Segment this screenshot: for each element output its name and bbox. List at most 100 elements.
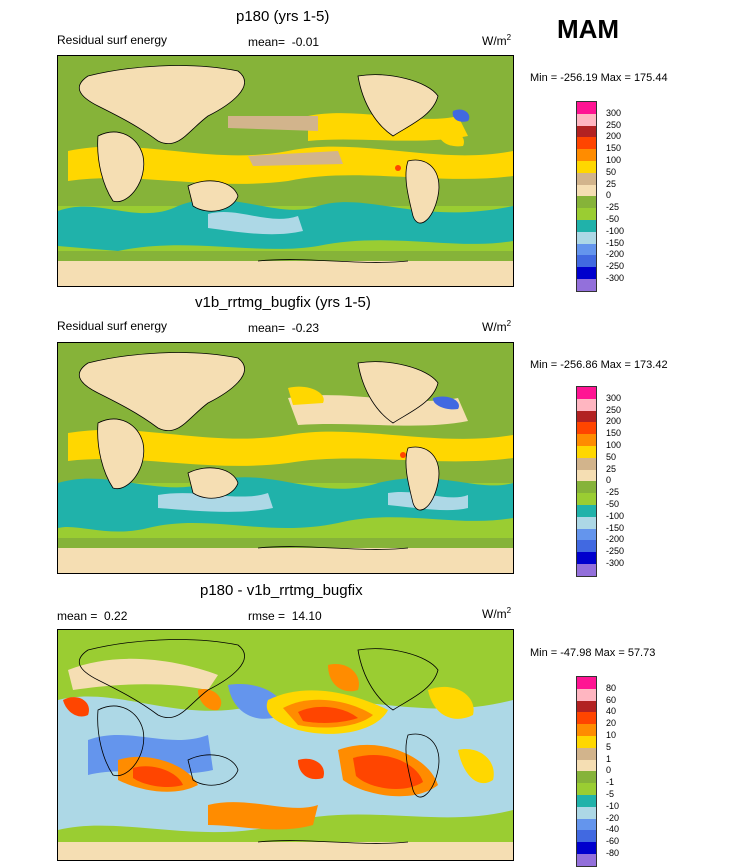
colorbar-tick-label: 0: [606, 190, 611, 200]
panel-3-map: [57, 629, 514, 861]
colorbar-swatch: [577, 748, 596, 760]
panel-1-title: p180 (yrs 1-5): [236, 8, 329, 25]
panel-3-min-max: Min = -47.98 Max = 57.73: [530, 647, 655, 659]
colorbar-tick-label: -25: [606, 487, 619, 497]
colorbar-swatch: [577, 783, 596, 795]
colorbar-swatch: [577, 830, 596, 842]
colorbar-swatch: [577, 842, 596, 854]
colorbar-swatch: [577, 255, 596, 267]
colorbar-tick-label: -250: [606, 546, 624, 556]
colorbar-tick-label: 40: [606, 706, 616, 716]
panel-3-colorbar: [576, 676, 597, 867]
colorbar-tick-label: 80: [606, 683, 616, 693]
panel-1-min-max: Min = -256.19 Max = 175.44: [530, 72, 668, 84]
colorbar-tick-label: -300: [606, 558, 624, 568]
panel-1-map: [57, 55, 514, 287]
colorbar-tick-label: -100: [606, 226, 624, 236]
colorbar-swatch: [577, 173, 596, 185]
panel-3-mean: mean = 0.22: [57, 609, 127, 623]
colorbar-tick-label: -200: [606, 534, 624, 544]
colorbar-tick-label: 5: [606, 742, 611, 752]
colorbar-tick-label: -150: [606, 238, 624, 248]
colorbar-tick-label: 150: [606, 428, 621, 438]
colorbar-tick-label: -1: [606, 777, 614, 787]
colorbar-tick-label: 150: [606, 143, 621, 153]
colorbar-swatch: [577, 854, 596, 866]
colorbar-swatch: [577, 411, 596, 423]
colorbar-tick-label: 1: [606, 754, 611, 764]
colorbar-swatch: [577, 564, 596, 576]
colorbar-swatch: [577, 689, 596, 701]
colorbar-swatch: [577, 208, 596, 220]
colorbar-swatch: [577, 279, 596, 291]
colorbar-swatch: [577, 795, 596, 807]
colorbar-tick-label: -200: [606, 249, 624, 259]
panel-2-title: v1b_rrtmg_bugfix (yrs 1-5): [195, 294, 371, 311]
panel-1-mean: mean= -0.01: [248, 35, 319, 49]
colorbar-tick-label: 250: [606, 120, 621, 130]
colorbar-tick-label: -300: [606, 273, 624, 283]
panel-3-map-field: [58, 630, 513, 860]
panel-1-unit: W/m2: [482, 33, 511, 48]
colorbar-tick-label: 300: [606, 108, 621, 118]
colorbar-swatch: [577, 102, 596, 114]
colorbar-swatch: [577, 185, 596, 197]
panel-2-colorbar: [576, 386, 597, 577]
colorbar-swatch: [577, 267, 596, 279]
panel-2-mean: mean= -0.23: [248, 321, 319, 335]
colorbar-tick-label: 200: [606, 416, 621, 426]
panel-1-map-field: [58, 56, 513, 286]
colorbar-swatch: [577, 161, 596, 173]
panel-3-unit: W/m2: [482, 606, 511, 621]
colorbar-swatch: [577, 399, 596, 411]
colorbar-swatch: [577, 529, 596, 541]
colorbar-swatch: [577, 470, 596, 482]
colorbar-tick-label: -80: [606, 848, 619, 858]
colorbar-swatch: [577, 434, 596, 446]
colorbar-swatch: [577, 712, 596, 724]
colorbar-swatch: [577, 481, 596, 493]
panel-2-unit: W/m2: [482, 319, 511, 334]
panel-2-map-field: [58, 343, 513, 573]
colorbar-tick-label: -150: [606, 523, 624, 533]
colorbar-tick-label: 200: [606, 131, 621, 141]
colorbar-swatch: [577, 724, 596, 736]
colorbar-swatch: [577, 819, 596, 831]
colorbar-swatch: [577, 701, 596, 713]
colorbar-tick-label: 10: [606, 730, 616, 740]
colorbar-tick-label: 50: [606, 452, 616, 462]
panel-1-variable: Residual surf energy: [57, 33, 167, 47]
panel-2-map: [57, 342, 514, 574]
colorbar-swatch: [577, 736, 596, 748]
colorbar-tick-label: 300: [606, 393, 621, 403]
colorbar-swatch: [577, 446, 596, 458]
colorbar-tick-label: -50: [606, 499, 619, 509]
colorbar-swatch: [577, 552, 596, 564]
colorbar-swatch: [577, 677, 596, 689]
colorbar-swatch: [577, 137, 596, 149]
colorbar-swatch: [577, 149, 596, 161]
colorbar-swatch: [577, 505, 596, 517]
colorbar-swatch: [577, 458, 596, 470]
colorbar-swatch: [577, 807, 596, 819]
colorbar-tick-label: -100: [606, 511, 624, 521]
colorbar-tick-label: 0: [606, 475, 611, 485]
colorbar-tick-label: -25: [606, 202, 619, 212]
colorbar-swatch: [577, 760, 596, 772]
colorbar-swatch: [577, 540, 596, 552]
panel-3-title: p180 - v1b_rrtmg_bugfix: [200, 582, 363, 599]
season-label: MAM: [557, 14, 619, 45]
panel-3-rmse: rmse = 14.10: [248, 609, 322, 623]
colorbar-tick-label: 25: [606, 179, 616, 189]
colorbar-swatch: [577, 422, 596, 434]
colorbar-swatch: [577, 387, 596, 399]
colorbar-tick-label: 100: [606, 440, 621, 450]
colorbar-tick-label: -50: [606, 214, 619, 224]
panel-2-min-max: Min = -256.86 Max = 173.42: [530, 359, 668, 371]
colorbar-tick-label: 250: [606, 405, 621, 415]
colorbar-tick-label: -5: [606, 789, 614, 799]
colorbar-tick-label: 0: [606, 765, 611, 775]
colorbar-tick-label: 20: [606, 718, 616, 728]
colorbar-swatch: [577, 244, 596, 256]
colorbar-swatch: [577, 196, 596, 208]
